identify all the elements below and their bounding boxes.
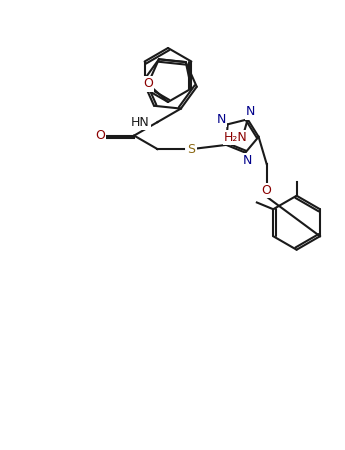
Text: H₂N: H₂N (224, 131, 248, 144)
Text: O: O (95, 129, 105, 142)
Text: HN: HN (131, 116, 149, 129)
Text: N: N (246, 105, 255, 118)
Text: O: O (262, 184, 272, 197)
Text: O: O (262, 184, 272, 197)
Text: N: N (217, 112, 226, 126)
Text: O: O (143, 77, 153, 90)
Text: N: N (243, 154, 252, 167)
Text: S: S (187, 143, 196, 156)
